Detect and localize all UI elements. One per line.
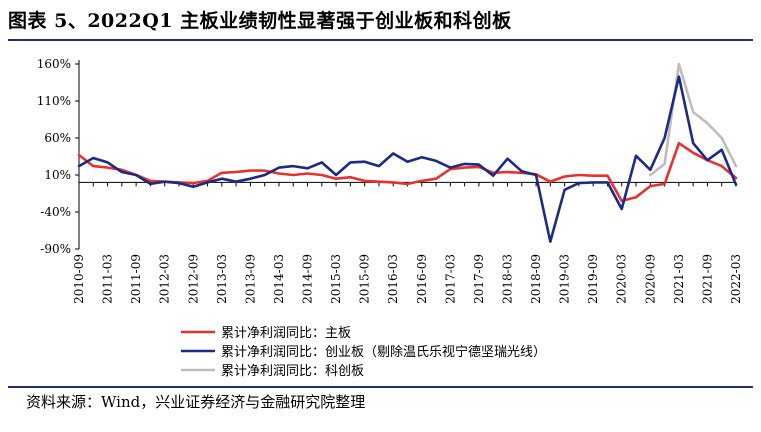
y-tick-label: 60% <box>44 131 71 145</box>
x-tick-label: 2018-03 <box>500 254 514 304</box>
plot-area: -90% -40% 10% 60% 110% 160% 2010-09 2011-03 2011… <box>37 57 743 304</box>
y-tick-label: -90% <box>40 242 71 256</box>
x-tick-label: 2012-09 <box>186 254 200 304</box>
x-tick-label: 2022-03 <box>729 254 743 304</box>
x-tick-label: 2011-09 <box>129 254 143 304</box>
y-tick-label: 10% <box>44 168 71 182</box>
x-tick-label: 2011-03 <box>101 254 115 304</box>
x-tick-label: 2017-09 <box>472 254 486 304</box>
source-rule <box>8 386 753 388</box>
legend-label: 累计净利润同比：创业板（剔除温氏乐视宁德坚瑞光线） <box>221 344 546 360</box>
x-tick-label: 2013-09 <box>243 254 257 304</box>
x-tick-label: 2010-09 <box>72 254 86 304</box>
legend-label: 累计净利润同比：主板 <box>221 326 351 341</box>
x-tick-label: 2021-03 <box>672 254 686 304</box>
x-tick-label: 2015-09 <box>358 254 372 304</box>
x-tick-label: 2021-09 <box>700 254 714 304</box>
title-rule <box>8 39 753 41</box>
series-line-2 <box>649 62 738 177</box>
x-tick-label: 2019-09 <box>586 254 600 304</box>
x-tick-label: 2012-03 <box>158 254 172 304</box>
x-tick-label: 2020-09 <box>643 254 657 304</box>
x-tick-label: 2020-03 <box>615 254 629 304</box>
series-line-1 <box>77 75 738 243</box>
x-tick-label: 2019-03 <box>558 254 572 304</box>
x-tick-label: 2017-03 <box>443 254 457 304</box>
x-tick-label: 2018-09 <box>529 254 543 304</box>
x-tick-label: 2016-09 <box>415 254 429 304</box>
y-tick-label: 110% <box>37 94 71 108</box>
y-tick-label: -40% <box>40 205 71 219</box>
y-tick-label: 160% <box>37 57 71 71</box>
x-tick-label: 2014-09 <box>301 254 315 304</box>
x-tick-label: 2013-03 <box>215 254 229 304</box>
legend-label: 累计净利润同比：科创板 <box>221 364 364 379</box>
series-line-0 <box>77 141 738 203</box>
x-tick-label: 2015-03 <box>329 254 343 304</box>
x-tick-label: 2014-03 <box>272 254 286 304</box>
source-note: 资料来源：Wind，兴业证券经济与金融研究院整理 <box>26 393 366 411</box>
figure-title: 图表 5、2022Q1 主板业绩韧性显著强于创业板和科创板 <box>8 10 512 32</box>
x-tick-label: 2016-03 <box>386 254 400 304</box>
